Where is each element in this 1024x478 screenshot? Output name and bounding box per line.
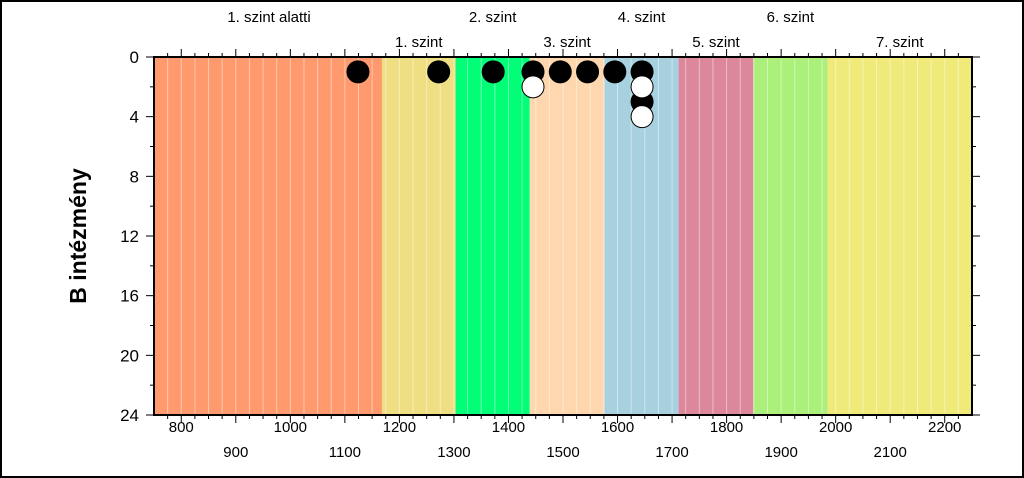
- x-tick-label: 1400: [492, 419, 525, 436]
- x-tick-label: 1600: [601, 419, 634, 436]
- x-tick-label: 1800: [710, 419, 743, 436]
- x-tick-label: 1500: [546, 444, 579, 461]
- y-tick-label: 12: [120, 227, 139, 246]
- data-point-open: [630, 75, 654, 99]
- band-3: [455, 57, 530, 415]
- y-axis: 0 4 8 12 16 20 24: [120, 48, 980, 425]
- x-tick-label: 1300: [437, 444, 470, 461]
- band-label-4: 3. szint: [543, 34, 591, 51]
- band-label-2: 1. szint: [395, 34, 443, 51]
- y-tick-label: 16: [120, 287, 139, 306]
- data-point-filled: [481, 60, 505, 84]
- band-labels: 1. szint alatti 1. szint 2. szint 3. szint 4…: [227, 9, 924, 51]
- data-point-open: [521, 75, 545, 99]
- y-tick-label: 24: [120, 406, 139, 425]
- x-tick-label: 1000: [274, 419, 307, 436]
- x-tick-label: 900: [223, 444, 248, 461]
- y-axis-label: B intézmény: [65, 168, 91, 304]
- data-points: [346, 60, 654, 129]
- band-label-5: 4. szint: [618, 9, 666, 26]
- y-tick-label: 8: [130, 167, 139, 186]
- y-tick-label: 0: [130, 48, 139, 67]
- x-tick-label: 1900: [764, 444, 797, 461]
- band-label-1: 1. szint alatti: [227, 9, 310, 26]
- band-6: [678, 57, 754, 415]
- data-point-open: [630, 105, 654, 129]
- x-tick-label: 1700: [655, 444, 688, 461]
- x-axis: 800 1000 1200 1400 1600 1800 2000 2200 900 1100 13…: [167, 49, 961, 461]
- data-point-filled: [427, 60, 451, 84]
- x-tick-label: 1100: [329, 444, 361, 461]
- band-1: [154, 57, 382, 415]
- band-8: [827, 57, 972, 415]
- band-label-6: 5. szint: [692, 34, 740, 51]
- data-point-filled: [548, 60, 572, 84]
- x-tick-label: 2200: [928, 419, 961, 436]
- band-2: [381, 57, 456, 415]
- band-label-3: 2. szint: [469, 9, 517, 26]
- band-label-8: 7. szint: [876, 34, 924, 51]
- vertical-gridlines: [167, 57, 959, 415]
- y-tick-label: 4: [130, 108, 139, 127]
- x-tick-label: 800: [169, 419, 194, 436]
- x-tick-label: 2000: [819, 419, 852, 436]
- band-7: [753, 57, 828, 415]
- y-tick-label: 20: [120, 346, 139, 365]
- data-point-filled: [603, 60, 627, 84]
- data-point-filled: [346, 60, 370, 84]
- x-tick-label: 2100: [874, 444, 907, 461]
- x-tick-label: 1200: [383, 419, 416, 436]
- band-4: [529, 57, 605, 415]
- data-point-filled: [576, 60, 600, 84]
- band-label-7: 6. szint: [767, 9, 815, 26]
